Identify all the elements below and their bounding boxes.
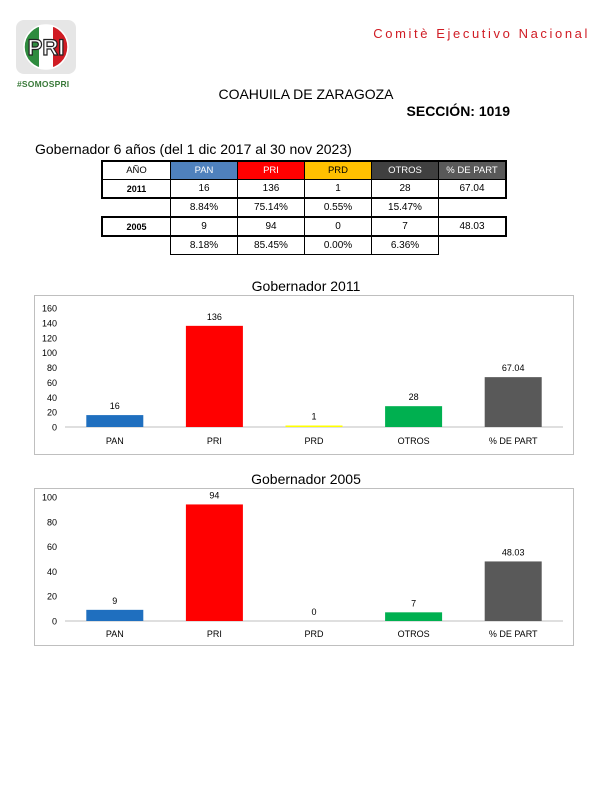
data-label: 94 [209,490,219,500]
logo-text: PRI [28,35,65,60]
pri-logo: PRI [16,20,76,74]
section-number: SECCIÓN: 1019 [406,103,510,119]
x-tick-label: % DE PART [489,436,538,446]
bar-pri [185,325,243,427]
pct-cell: 8.18% [170,235,238,255]
part-cell: 48.03 [438,216,507,237]
bar-otros [385,612,443,621]
y-tick-label: 80 [47,517,57,527]
header-otros: OTROS [371,160,439,180]
y-tick-label: 40 [47,567,57,577]
chart-2005-svg: 0 20 40 60 80 100 9 PAN 94 PRI 0 PRD 7 OTROS 48.03 % DE… [42,490,563,639]
y-tick-label: 140 [42,318,57,328]
y-tick-label: 100 [42,493,57,503]
data-label: 9 [112,596,117,606]
data-label: 67.04 [502,363,525,373]
bar-otros [385,406,443,427]
data-label: 0 [311,607,316,617]
y-tick-label: 20 [47,592,57,602]
y-tick-label: 0 [52,423,57,433]
data-label: 136 [207,312,222,322]
pct-cell: 75.14% [237,197,305,218]
bar-pan [86,415,144,427]
pct-cell: 85.45% [237,235,305,255]
chart-2011-svg: 0 20 40 60 80 100 120 140 160 16 PAN 136 PRI 1 PRD 28 OT… [42,304,563,446]
part-cell: 67.04 [438,179,507,199]
y-tick-label: 20 [47,408,57,418]
votes-cell: 1 [304,179,372,199]
chart-2011-title: Gobernador 2011 [251,278,361,294]
data-label: 7 [411,598,416,608]
header-year: AÑO [101,160,171,180]
y-tick-label: 80 [47,363,57,373]
chart-2005-title: Gobernador 2005 [251,471,361,487]
state-title: COAHUILA DE ZARAGOZA [218,86,394,102]
chart-2011: 0 20 40 60 80 100 120 140 160 16 PAN 136 PRI 1 PRD 28 OT… [34,295,574,455]
results-table: AÑO PAN PRI PRD OTROS % DE PART 2011 16 … [101,160,507,255]
x-tick-label: PRI [207,436,222,446]
votes-cell: 9 [170,216,238,237]
x-tick-label: OTROS [398,436,430,446]
x-tick-label: % DE PART [489,629,538,639]
y-tick-label: 0 [52,617,57,627]
y-tick-label: 60 [47,542,57,552]
x-tick-label: PRI [207,629,222,639]
year-cell: 2011 [101,179,171,199]
data-label: 16 [110,401,120,411]
x-tick-label: PRD [304,629,324,639]
y-tick-label: 60 [47,378,57,388]
votes-cell: 94 [237,216,305,237]
data-label: 28 [409,392,419,402]
committee-title: Comitè Ejecutivo Nacional [373,26,590,41]
y-tick-label: 100 [42,348,57,358]
year-cell: 2005 [101,216,171,237]
header-pan: PAN [170,160,238,180]
x-tick-label: OTROS [398,629,430,639]
x-tick-label: PAN [106,436,124,446]
bar-prd [285,425,343,427]
pct-cell: 0.00% [304,235,372,255]
pct-cell: 6.36% [371,235,439,255]
y-tick-label: 40 [47,393,57,403]
header-pri: PRI [237,160,305,180]
votes-cell: 7 [371,216,439,237]
bar-pri [185,504,243,621]
y-tick-label: 120 [42,333,57,343]
votes-cell: 16 [170,179,238,199]
period-title: Gobernador 6 años (del 1 dic 2017 al 30 … [35,141,352,157]
votes-cell: 136 [237,179,305,199]
y-tick-label: 160 [42,304,57,314]
data-label: 48.03 [502,547,525,557]
x-tick-label: PAN [106,629,124,639]
header-prd: PRD [304,160,372,180]
pct-cell: 15.47% [371,197,439,218]
chart-2005: 0 20 40 60 80 100 9 PAN 94 PRI 0 PRD 7 OTROS 48.03 % DE… [34,488,574,646]
pct-cell: 0.55% [304,197,372,218]
x-tick-label: PRD [304,436,324,446]
bar--de-part [484,561,542,621]
bar--de-part [484,377,542,427]
hashtag: #SOMOSPRI [17,79,70,89]
votes-cell: 28 [371,179,439,199]
header-part: % DE PART [438,160,507,180]
data-label: 1 [311,412,316,422]
bar-pan [86,609,144,621]
votes-cell: 0 [304,216,372,237]
pct-cell: 8.84% [170,197,238,218]
